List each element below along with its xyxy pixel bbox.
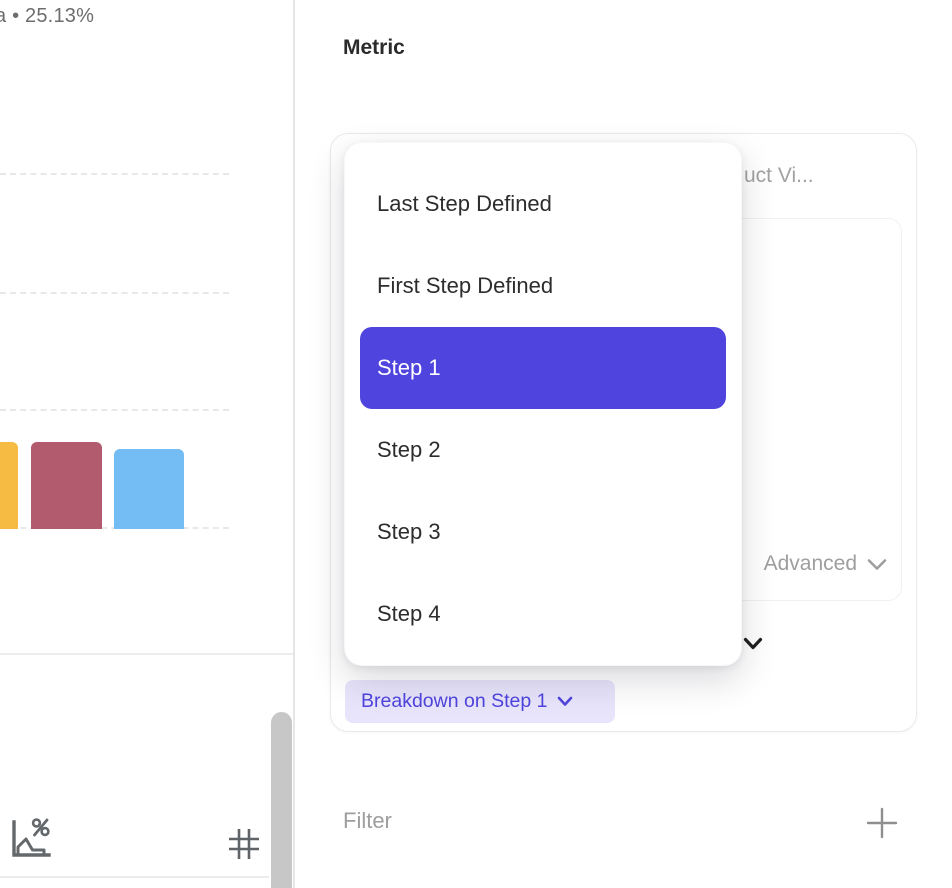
step-dropdown-menu: Last Step Defined First Step Defined Ste… [344, 142, 742, 666]
dropdown-option[interactable]: Step 2 [377, 437, 441, 462]
gridline [0, 292, 229, 294]
breakdown-button[interactable]: Breakdown on Step 1 [345, 680, 615, 723]
chevron-down-icon [558, 696, 573, 706]
chart-bar-1[interactable] [0, 442, 18, 529]
metric-section-title: Metric [343, 36, 405, 59]
dropdown-option[interactable]: Step 4 [377, 601, 441, 626]
dropdown-option[interactable]: Step 3 [377, 519, 441, 544]
grid-hash-icon[interactable] [227, 827, 261, 861]
gridline [0, 409, 229, 411]
conversion-rate-chart-icon[interactable] [6, 814, 52, 862]
chevron-down-icon[interactable] [743, 637, 763, 651]
chevron-down-icon [867, 558, 887, 570]
legend-label: a • 25.13% [0, 5, 95, 27]
add-filter-plus-icon[interactable] [866, 807, 898, 839]
dropdown-option[interactable]: Step 1 [360, 327, 726, 409]
panel-divider [293, 0, 295, 888]
divider [0, 876, 269, 878]
advanced-label: Advanced [763, 552, 857, 575]
gridline [0, 173, 229, 175]
dropdown-option[interactable]: Last Step Defined [377, 191, 552, 216]
filter-section-title: Filter [343, 808, 392, 833]
vertical-scrollbar-thumb[interactable] [271, 712, 292, 888]
chart-bar-2[interactable] [31, 442, 102, 529]
advanced-toggle[interactable]: Advanced [764, 552, 887, 576]
breakdown-label: Breakdown on Step 1 [361, 690, 548, 712]
dropdown-option[interactable]: First Step Defined [377, 273, 554, 298]
section-divider [0, 653, 293, 655]
chart-bar-3[interactable] [114, 449, 184, 529]
event-name-truncated[interactable]: uct Vi... [744, 164, 814, 187]
